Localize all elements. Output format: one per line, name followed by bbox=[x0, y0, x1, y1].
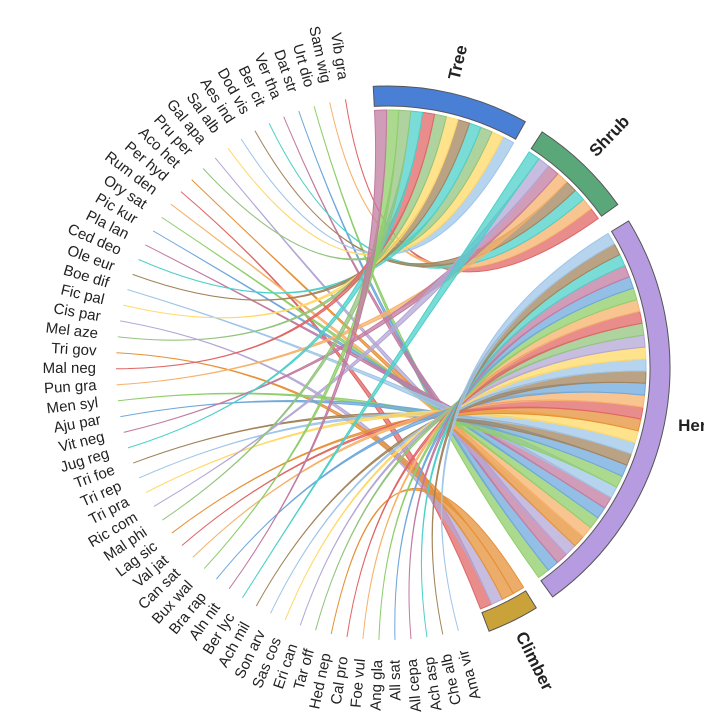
species-label: Ang gla bbox=[368, 659, 387, 711]
ribbon bbox=[240, 136, 515, 255]
species-label: Tri gov bbox=[51, 340, 98, 360]
ribbon bbox=[161, 216, 599, 529]
ribbon bbox=[117, 113, 447, 341]
ribbon bbox=[152, 230, 606, 519]
ribbon bbox=[171, 406, 642, 534]
ribbon bbox=[203, 109, 400, 569]
ribbon bbox=[145, 409, 639, 493]
ribbon bbox=[132, 412, 632, 466]
ribbon bbox=[170, 203, 592, 538]
group-arc bbox=[530, 131, 619, 217]
ribbon bbox=[268, 123, 585, 269]
ribbon bbox=[138, 122, 482, 294]
ribbon bbox=[408, 264, 630, 640]
ribbon bbox=[192, 391, 646, 558]
ribbon bbox=[123, 116, 459, 319]
ribbon bbox=[191, 179, 584, 547]
species-label: Men syl bbox=[46, 394, 99, 417]
ribbon bbox=[153, 158, 550, 507]
group-label: Shrub bbox=[586, 112, 634, 161]
ribbon bbox=[116, 173, 568, 386]
group-arc bbox=[540, 220, 671, 598]
group-label: Herb bbox=[678, 416, 704, 435]
ribbon bbox=[420, 253, 626, 638]
species-label: Pun gra bbox=[44, 377, 98, 397]
group-label: Climber bbox=[512, 629, 557, 694]
ribbon bbox=[214, 157, 576, 556]
ribbon bbox=[127, 289, 618, 499]
group-arc bbox=[372, 85, 527, 140]
ribbon bbox=[378, 287, 638, 640]
ribbons bbox=[115, 99, 647, 640]
species-label: Mel aze bbox=[45, 319, 99, 342]
ribbon bbox=[120, 320, 504, 605]
ribbon bbox=[242, 151, 540, 599]
ribbon bbox=[138, 411, 636, 479]
ribbon bbox=[313, 106, 549, 579]
ribbon bbox=[181, 399, 644, 546]
ribbon bbox=[255, 370, 647, 607]
species-label: Foe vul bbox=[348, 658, 369, 709]
group-arc bbox=[481, 590, 537, 632]
species-label: All cepa bbox=[404, 658, 426, 713]
ribbon bbox=[116, 352, 514, 600]
ribbon bbox=[227, 131, 504, 256]
ribbon bbox=[115, 111, 436, 370]
ribbon bbox=[346, 310, 643, 637]
ribbon bbox=[431, 243, 621, 635]
ribbon bbox=[298, 110, 559, 571]
group-label: Tree bbox=[445, 43, 471, 81]
ribbon bbox=[123, 165, 559, 433]
ribbon bbox=[254, 130, 576, 267]
ribbon bbox=[202, 126, 493, 261]
ribbon bbox=[162, 109, 412, 521]
ribbon bbox=[330, 488, 525, 635]
ribbon bbox=[117, 392, 623, 488]
ribbon bbox=[216, 381, 647, 580]
ribbon bbox=[228, 109, 388, 590]
species-label: Mal neg bbox=[43, 360, 96, 377]
ribbon bbox=[440, 232, 615, 631]
ribbon bbox=[394, 276, 634, 640]
ribbon bbox=[362, 299, 641, 639]
species-label: All sat bbox=[386, 659, 404, 701]
ribbon bbox=[315, 322, 645, 631]
